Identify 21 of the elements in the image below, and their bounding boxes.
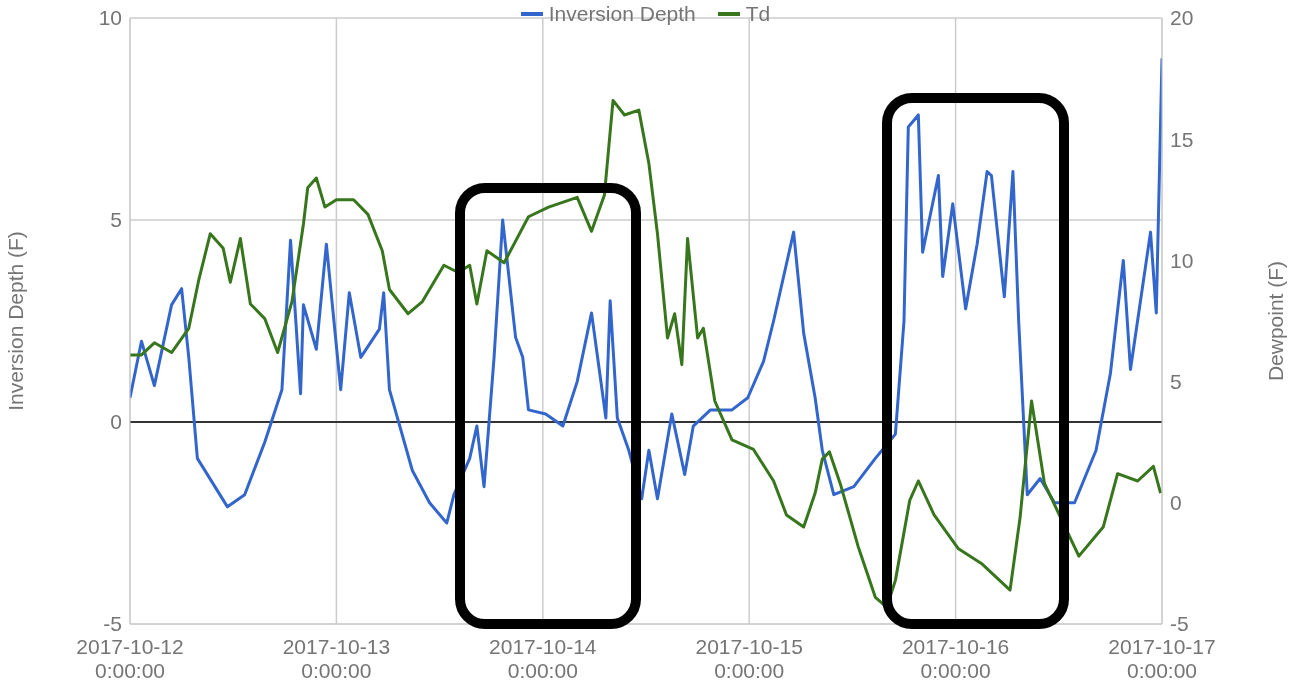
x-tick-label: 2017-10-14 0:00:00 — [489, 635, 597, 682]
x-tick-label: 2017-10-16 0:00:00 — [901, 635, 1010, 682]
y2-tick-label: 5 — [1170, 370, 1182, 394]
y-axis-title: Inversion Depth (F) — [4, 231, 28, 411]
y2-tick-label: 0 — [1170, 491, 1182, 515]
legend-label: Td — [745, 2, 771, 26]
line-series — [130, 56, 1162, 525]
legend-label: Inversion Depth — [548, 2, 696, 26]
x-tick-label: 2017-10-13 0:00:00 — [282, 635, 391, 682]
y2-tick-label: 10 — [1170, 248, 1194, 272]
y2-tick-label: -5 — [1170, 612, 1189, 636]
y2-axis-title: Dewpoint (F) — [1264, 260, 1288, 382]
x-tick-label: 2017-10-17 0:00:00 — [1108, 635, 1216, 682]
y2-tick-label: 20 — [1170, 6, 1194, 30]
y-tick-label: -5 — [103, 612, 122, 636]
x-tick-label: 2017-10-15 0:00:00 — [695, 635, 803, 682]
y-tick-label: 5 — [110, 208, 122, 232]
y-tick-label: 10 — [98, 6, 122, 30]
x-tick-label: 2017-10-12 0:00:00 — [76, 635, 184, 682]
y-tick-label: 0 — [110, 410, 122, 434]
y2-tick-label: 15 — [1170, 127, 1194, 151]
